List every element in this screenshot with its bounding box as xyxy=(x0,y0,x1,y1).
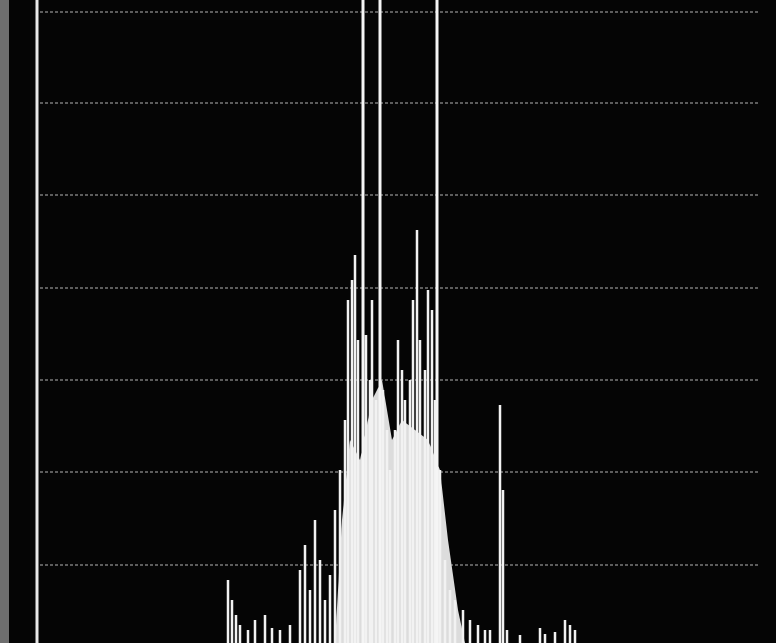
screen-edge xyxy=(0,0,9,643)
